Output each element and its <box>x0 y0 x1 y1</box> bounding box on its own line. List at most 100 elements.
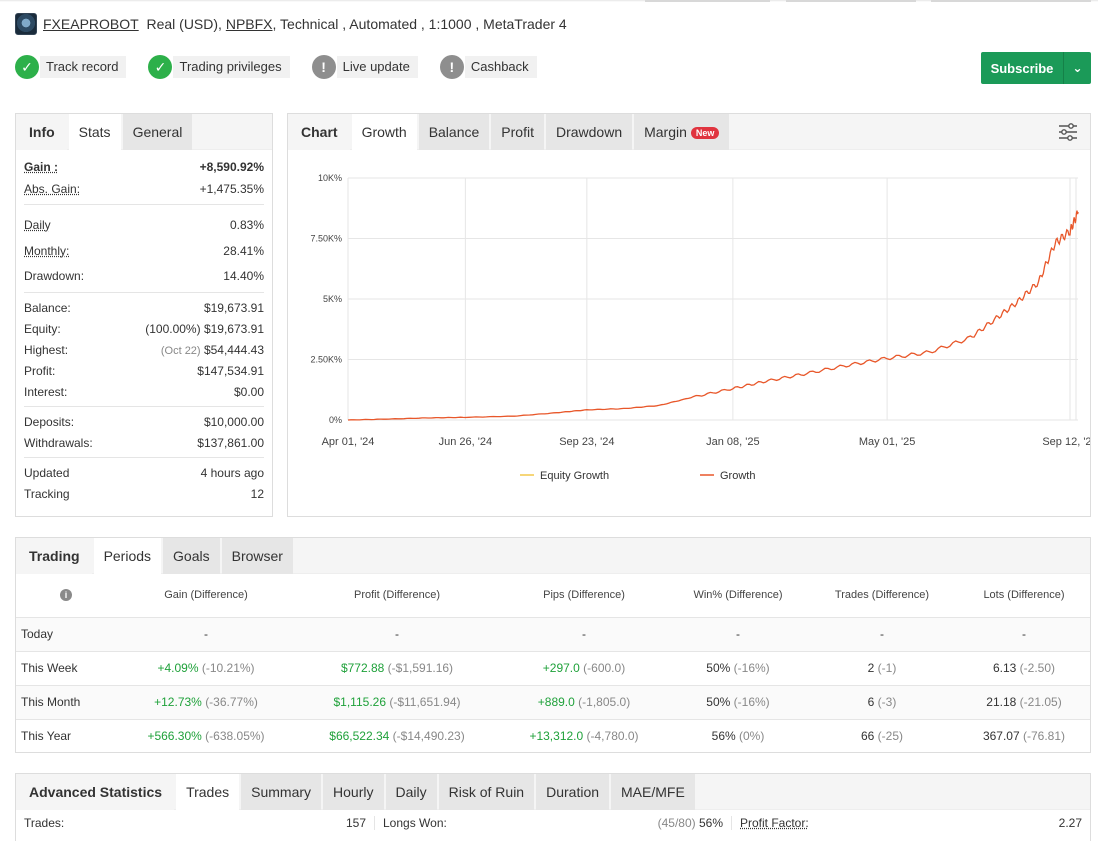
legend-growth: Growth <box>720 470 755 482</box>
trading-tabs: Trading Periods Goals Browser <box>16 538 1090 574</box>
badge-label: Live update <box>337 56 418 78</box>
tab-chart[interactable]: Chart <box>288 114 350 150</box>
trades-cell-diff: (-3) <box>878 695 897 709</box>
chevron-down-icon[interactable]: ⌄ <box>1063 52 1091 84</box>
tab-goals[interactable]: Goals <box>163 538 220 574</box>
stats-list: Gain : +8,590.92% Abs. Gain: +1,475.35% Da… <box>16 150 272 508</box>
y-tick-label: 0% <box>329 415 342 425</box>
highest-label: Highest: <box>24 343 68 357</box>
col-gain: Gain (Difference) <box>116 574 296 617</box>
pips-cell: - <box>498 617 670 651</box>
abs-gain-label[interactable]: Abs. Gain: <box>24 182 80 196</box>
x-tick-label: Jun 26, '24 <box>439 436 492 448</box>
tab-browser[interactable]: Browser <box>222 538 293 574</box>
tab-hourly[interactable]: Hourly <box>323 774 383 810</box>
badge-track-record[interactable]: ✓ Track record <box>15 55 126 79</box>
win-cell: 56% (0%) <box>670 719 806 753</box>
tab-trades[interactable]: Trades <box>176 774 239 810</box>
profit-cell-value: $66,522.34 <box>329 729 389 743</box>
tab-stats[interactable]: Stats <box>69 114 121 150</box>
trades-cell-diff: (-25) <box>878 729 903 743</box>
tab-trading[interactable]: Trading <box>16 538 92 574</box>
info-tabs: Info Stats General <box>16 114 272 150</box>
growth-chart[interactable]: 0% 2.50K% 5K% 7.50K% 10K% Apr 01, '24 Jun 26, … <box>288 151 1090 516</box>
col-win: Win% (Difference) <box>670 574 806 617</box>
lots-cell-value: 6.13 <box>993 661 1016 675</box>
period-label: This Week <box>16 651 116 685</box>
tab-summary[interactable]: Summary <box>241 774 321 810</box>
tab-general[interactable]: General <box>123 114 193 150</box>
info-icon[interactable]: i <box>60 589 72 601</box>
win-cell-diff: (-16%) <box>734 661 770 675</box>
top-nav-pill[interactable] <box>645 0 770 2</box>
daily-label[interactable]: Daily <box>24 218 51 232</box>
lots-cell: - <box>958 617 1090 651</box>
lots-cell-diff: (-21.05) <box>1020 695 1062 709</box>
gain-label[interactable]: Gain : <box>24 160 58 174</box>
trades-cell-value: 6 <box>868 695 875 709</box>
gain-cell: - <box>116 617 296 651</box>
profit-factor-label[interactable]: Profit Factor: <box>740 816 809 830</box>
longs-won-label: Longs Won: <box>383 816 447 830</box>
subscribe-button[interactable]: Subscribe <box>981 52 1063 84</box>
period-label: This Year <box>16 719 116 753</box>
lots-cell: 367.07 (-76.81) <box>958 719 1090 753</box>
lots-cell: 21.18 (-21.05) <box>958 685 1090 719</box>
abs-gain-value: +1,475.35% <box>200 182 264 196</box>
pips-cell-diff: (-4,780.0) <box>587 729 639 743</box>
tab-info[interactable]: Info <box>16 114 67 150</box>
legend-equity-growth: Equity Growth <box>540 470 609 482</box>
new-badge: New <box>691 127 720 139</box>
tab-margin-label: Margin <box>644 124 687 140</box>
top-nav-pill[interactable] <box>931 0 1091 2</box>
broker-link[interactable]: NPBFX <box>226 16 273 32</box>
profit-factor-value: 2.27 <box>1059 816 1082 830</box>
profit-value: $147,534.91 <box>197 364 264 378</box>
profit-cell-diff: (-$11,651.94) <box>389 695 460 709</box>
lots-cell-value: 21.18 <box>986 695 1016 709</box>
gain-cell-diff: (-10.21%) <box>202 661 255 675</box>
interest-value: $0.00 <box>234 385 264 399</box>
updated-value: 4 hours ago <box>201 466 264 480</box>
robot-avatar-icon <box>15 13 37 35</box>
badge-live-update[interactable]: ! Live update <box>312 55 418 79</box>
tab-daily[interactable]: Daily <box>386 774 437 810</box>
badge-cashback[interactable]: ! Cashback <box>440 55 537 79</box>
tab-margin[interactable]: Margin New <box>634 114 729 150</box>
lots-cell-diff: (-2.50) <box>1020 661 1055 675</box>
deposits-label: Deposits: <box>24 415 74 429</box>
monthly-label[interactable]: Monthly: <box>24 244 69 258</box>
profit-cell: $66,522.34 (-$14,490.23) <box>296 719 498 753</box>
chart-tabs: Chart Growth Balance Profit Drawdown Mar… <box>288 114 1090 150</box>
profit-cell: - <box>296 617 498 651</box>
tab-drawdown[interactable]: Drawdown <box>546 114 632 150</box>
tab-mae-mfe[interactable]: MAE/MFE <box>611 774 695 810</box>
tab-duration[interactable]: Duration <box>536 774 609 810</box>
tab-balance[interactable]: Balance <box>419 114 490 150</box>
tab-risk-of-ruin[interactable]: Risk of Ruin <box>439 774 534 810</box>
table-row: Today - - - - - - <box>16 617 1090 651</box>
gain-cell-value: +566.30% <box>147 729 201 743</box>
monthly-value: 28.41% <box>223 244 264 258</box>
subscribe-button-group: Subscribe ⌄ <box>981 52 1091 84</box>
system-name-link[interactable]: FXEAPROBOT <box>43 16 139 32</box>
tab-periods[interactable]: Periods <box>94 538 161 574</box>
advanced-tabs: Advanced Statistics Trades Summary Hourl… <box>16 774 1090 810</box>
settings-sliders-icon[interactable] <box>1058 122 1078 142</box>
top-nav-pill[interactable] <box>786 0 916 2</box>
col-pips: Pips (Difference) <box>498 574 670 617</box>
tab-growth[interactable]: Growth <box>352 114 417 150</box>
y-tick-label: 2.50K% <box>310 355 342 365</box>
gain-cell-value: - <box>204 627 208 641</box>
equity-label: Equity: <box>24 322 61 336</box>
info-icon-cell[interactable]: i <box>16 574 116 617</box>
tab-profit[interactable]: Profit <box>491 114 544 150</box>
win-cell: 50% (-16%) <box>670 685 806 719</box>
win-cell-diff: (-16%) <box>734 695 770 709</box>
equity-pct: (100.00%) <box>145 322 200 336</box>
trades-cell: 2 (-1) <box>806 651 958 685</box>
tab-advanced-statistics[interactable]: Advanced Statistics <box>16 774 174 810</box>
table-row: This Week +4.09% (-10.21%) $772.88 (-$1,59… <box>16 651 1090 685</box>
x-tick-label: Sep 23, '24 <box>559 436 614 448</box>
badge-trading-privileges[interactable]: ✓ Trading privileges <box>148 55 289 79</box>
